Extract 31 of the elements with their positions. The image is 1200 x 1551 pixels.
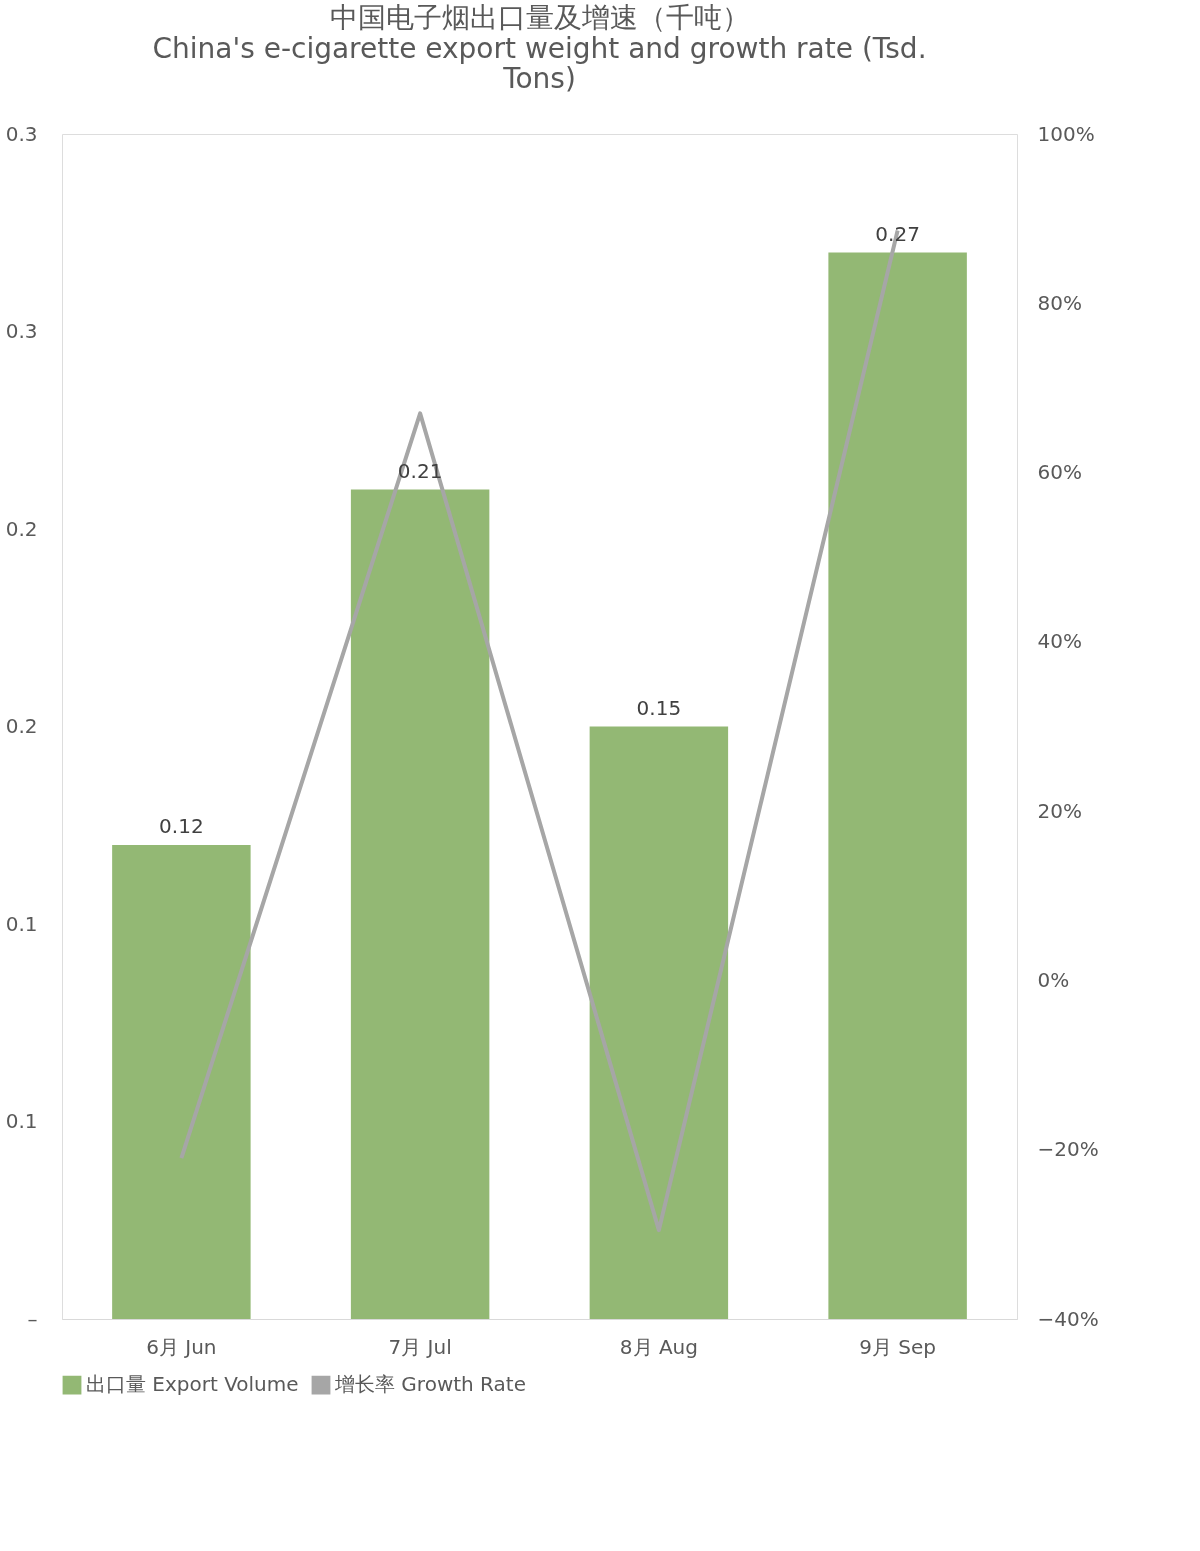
data-label: 0.21 bbox=[397, 458, 443, 483]
data-label: 0.27 bbox=[875, 221, 920, 246]
y2-tick-label: 0% bbox=[1037, 967, 1070, 992]
y2-tick-label: 80% bbox=[1037, 290, 1082, 315]
legend-label: 增长率 Growth Rate bbox=[334, 1372, 526, 1397]
data-label: 0.15 bbox=[636, 695, 682, 720]
y2-tick-label: 20% bbox=[1037, 798, 1082, 823]
y2-tick-label: 40% bbox=[1037, 629, 1082, 654]
bar bbox=[828, 252, 967, 1319]
y-tick-label: 0.2 bbox=[5, 516, 38, 541]
y-tick-label: 0.3 bbox=[5, 319, 38, 343]
y2-tick-label: −20% bbox=[1037, 1137, 1099, 1162]
bar bbox=[589, 726, 729, 1319]
y-tick-label: 0.1 bbox=[5, 1109, 38, 1133]
x-tick-label: 9月 Sep bbox=[859, 1334, 937, 1359]
bar bbox=[350, 489, 490, 1319]
chart-title: 中国电子烟出口量及增速（千吨） bbox=[329, 1, 750, 34]
y2-tick-label: 60% bbox=[1037, 460, 1082, 485]
legend-label: 出口量 Export Volume bbox=[86, 1372, 299, 1397]
y-tick-label: 0.1 bbox=[5, 911, 38, 936]
x-tick-label: 7月 Jul bbox=[388, 1334, 452, 1359]
y-tick-label: – bbox=[27, 1306, 38, 1331]
y2-tick-label: 100% bbox=[1037, 121, 1095, 146]
y2-tick-label: −40% bbox=[1037, 1306, 1099, 1331]
y-tick-label: 0.2 bbox=[5, 714, 38, 738]
bar bbox=[112, 845, 251, 1319]
x-tick-label: 8月 Aug bbox=[619, 1334, 698, 1359]
y-tick-label: 0.3 bbox=[5, 121, 38, 146]
x-tick-label: 6月 Jun bbox=[146, 1334, 217, 1359]
data-label: 0.12 bbox=[159, 814, 204, 838]
chart-subtitle: China's e-cigarette export weight and growth rate (Tsd. Tons) bbox=[152, 32, 927, 95]
